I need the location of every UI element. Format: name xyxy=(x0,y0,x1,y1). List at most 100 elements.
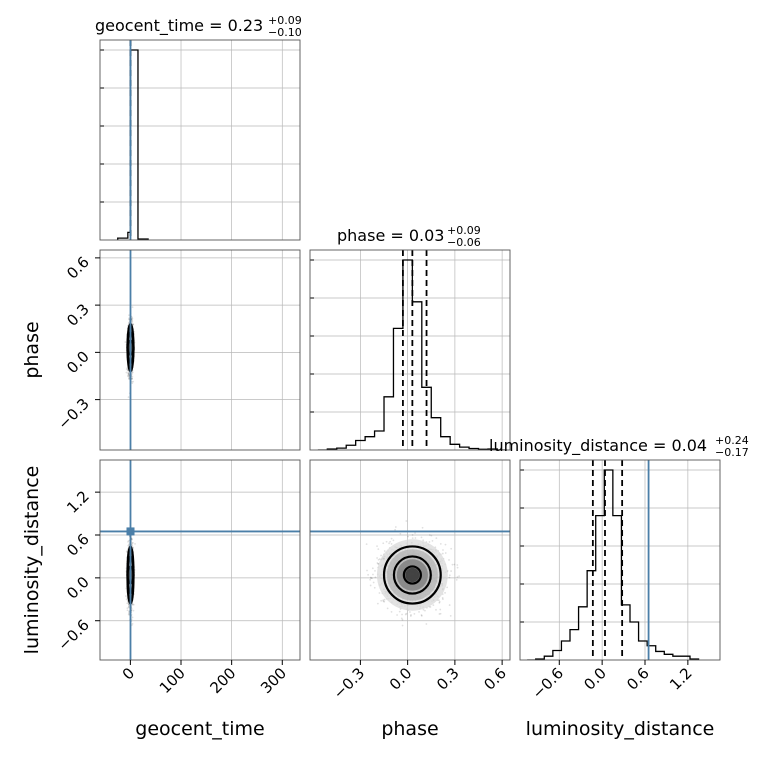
sample-point xyxy=(410,614,412,616)
panel-phase-phase xyxy=(309,249,511,451)
sample-point xyxy=(131,377,134,380)
sample-point xyxy=(131,317,134,320)
tick-label-geocent_time: 0 xyxy=(119,664,138,683)
panel-frame xyxy=(99,39,301,241)
tick-label-geocent_time: 300 xyxy=(257,664,290,697)
tick-label-geocent_time: 200 xyxy=(206,664,239,697)
sample-point xyxy=(125,371,128,374)
sample-point xyxy=(131,319,134,321)
sample-point xyxy=(134,542,136,545)
sample-point xyxy=(132,541,134,544)
sample-point xyxy=(385,540,388,543)
tick-label-geocent_time: 100 xyxy=(156,664,189,697)
sample-point xyxy=(128,378,130,380)
sample-point xyxy=(420,614,423,616)
sample-point xyxy=(131,306,134,309)
tick-label-luminosity_distance: −0.6 xyxy=(54,616,92,654)
sample-point xyxy=(438,599,440,602)
sample-point xyxy=(132,323,135,326)
sample-point xyxy=(376,602,379,605)
panel-geocent_time-luminosity_distance: 0 100 200 300 −0.6 0.0 0.6 1.2 xyxy=(54,459,301,697)
sample-point xyxy=(127,539,130,542)
sample-point xyxy=(127,396,130,399)
sample-point xyxy=(125,368,128,371)
sample-point xyxy=(131,538,133,541)
sample-point xyxy=(438,601,441,604)
sample-point xyxy=(422,608,425,611)
sample-point xyxy=(130,316,133,319)
sample-point xyxy=(131,382,134,384)
sample-point xyxy=(125,595,127,597)
sample-point xyxy=(376,545,378,548)
sample-point xyxy=(383,598,386,601)
sample-point xyxy=(127,371,130,374)
tick-label-luminosity_distance: 1.2 xyxy=(63,487,93,517)
sample-point xyxy=(131,377,133,380)
sample-point xyxy=(128,314,130,317)
panel-geocent_time-phase: −0.30.00.30.6 xyxy=(54,249,301,451)
sample-point xyxy=(126,609,129,612)
tick-label-phase: 0.3 xyxy=(63,300,93,330)
sample-point xyxy=(441,552,444,555)
panel-frame xyxy=(99,249,301,451)
tick-label-luminosity_distance: 0.6 xyxy=(63,530,93,560)
sample-point xyxy=(386,607,389,610)
tick-label-phase: −0.3 xyxy=(54,395,92,433)
sample-point xyxy=(128,317,130,320)
sample-point xyxy=(127,613,130,616)
sample-point xyxy=(131,622,134,625)
sample-point xyxy=(439,543,442,545)
sample-point xyxy=(126,367,129,370)
sample-point xyxy=(367,573,370,576)
sample-point xyxy=(125,598,128,601)
sample-point xyxy=(421,526,424,529)
sample-point xyxy=(382,600,385,603)
sample-point xyxy=(369,584,372,587)
sample-point xyxy=(438,613,441,615)
sample-point xyxy=(131,375,134,378)
sample-point xyxy=(127,544,130,547)
sample-point xyxy=(126,602,129,605)
sample-point xyxy=(127,612,130,614)
truth-marker xyxy=(126,527,135,536)
histogram-geocent_time xyxy=(117,49,149,240)
tick-label-phase: 0.0 xyxy=(63,347,93,377)
tick-label-luminosity_distance: 0.0 xyxy=(63,573,93,603)
sample-point xyxy=(435,537,438,540)
sample-point xyxy=(131,616,134,619)
sample-point xyxy=(374,569,376,572)
sample-point xyxy=(378,592,381,594)
sample-point xyxy=(370,577,372,580)
sample-point xyxy=(125,550,128,553)
sample-point xyxy=(131,603,134,606)
panel-frame xyxy=(99,459,301,661)
sample-point xyxy=(422,539,425,542)
sample-point xyxy=(131,371,134,374)
sample-point xyxy=(127,375,130,378)
sample-point xyxy=(127,610,130,613)
panel-geocent_time-geocent_time xyxy=(99,39,301,241)
sample-point xyxy=(390,543,393,545)
sample-point xyxy=(132,546,135,549)
sample-point xyxy=(413,613,416,615)
sample-point xyxy=(126,607,129,610)
sample-point xyxy=(132,603,135,606)
panel-phase-luminosity_distance: −0.3 0.0 0.3 0.6 xyxy=(309,459,511,703)
sample-point xyxy=(127,541,129,543)
sample-point xyxy=(405,612,408,615)
sample-point xyxy=(366,569,368,572)
sample-point xyxy=(414,537,417,539)
sample-point xyxy=(430,534,433,537)
sample-point xyxy=(128,377,130,380)
sample-point xyxy=(439,612,442,615)
sample-point xyxy=(132,609,135,612)
sample-point xyxy=(127,374,129,377)
sample-point xyxy=(127,374,130,376)
sample-point xyxy=(365,543,368,546)
sample-point xyxy=(124,341,127,343)
sample-point xyxy=(382,599,385,602)
sample-point xyxy=(132,380,135,383)
sample-point xyxy=(424,609,426,612)
panel-frame xyxy=(309,249,511,451)
